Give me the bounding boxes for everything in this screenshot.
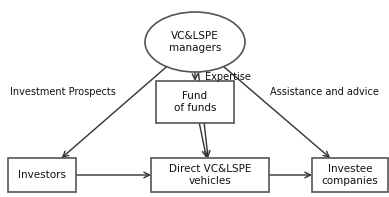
Ellipse shape bbox=[145, 12, 245, 72]
Text: Investors: Investors bbox=[18, 170, 66, 180]
Bar bbox=[312, 158, 388, 192]
Text: Direct VC&LSPE
vehicles: Direct VC&LSPE vehicles bbox=[169, 164, 251, 186]
Text: Expertise: Expertise bbox=[205, 72, 251, 82]
Text: VC&LSPE
managers: VC&LSPE managers bbox=[169, 31, 221, 53]
Bar bbox=[8, 158, 76, 192]
Text: Assistance and advice: Assistance and advice bbox=[270, 87, 379, 97]
Bar bbox=[156, 81, 234, 123]
Bar bbox=[151, 158, 269, 192]
Text: Investee
companies: Investee companies bbox=[322, 164, 378, 186]
Text: Fund
of funds: Fund of funds bbox=[174, 91, 216, 113]
Text: Investment Prospects: Investment Prospects bbox=[10, 87, 116, 97]
